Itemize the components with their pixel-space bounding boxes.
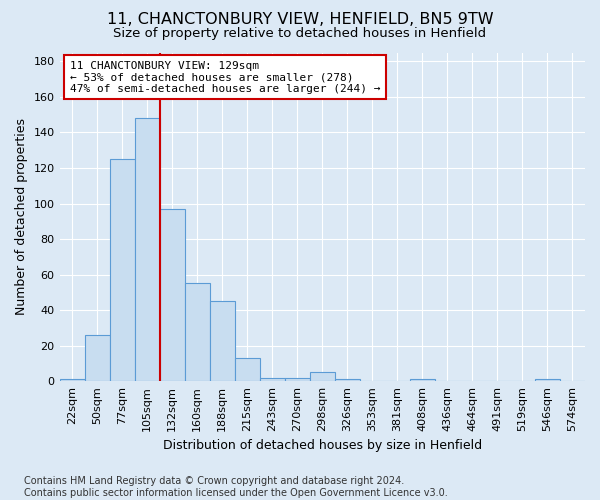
Bar: [335, 380, 360, 381]
Text: 11, CHANCTONBURY VIEW, HENFIELD, BN5 9TW: 11, CHANCTONBURY VIEW, HENFIELD, BN5 9TW: [107, 12, 493, 28]
X-axis label: Distribution of detached houses by size in Henfield: Distribution of detached houses by size …: [163, 440, 482, 452]
Bar: [160, 209, 185, 381]
Bar: [535, 380, 560, 381]
Bar: [59, 380, 85, 381]
Bar: [285, 378, 310, 381]
Y-axis label: Number of detached properties: Number of detached properties: [15, 118, 28, 316]
Bar: [209, 301, 235, 381]
Text: Contains HM Land Registry data © Crown copyright and database right 2024.
Contai: Contains HM Land Registry data © Crown c…: [24, 476, 448, 498]
Bar: [134, 118, 160, 381]
Bar: [310, 372, 335, 381]
Text: Size of property relative to detached houses in Henfield: Size of property relative to detached ho…: [113, 28, 487, 40]
Bar: [410, 380, 435, 381]
Bar: [235, 358, 260, 381]
Bar: [110, 159, 134, 381]
Bar: [260, 378, 285, 381]
Text: 11 CHANCTONBURY VIEW: 129sqm
← 53% of detached houses are smaller (278)
47% of s: 11 CHANCTONBURY VIEW: 129sqm ← 53% of de…: [70, 60, 380, 94]
Bar: [185, 284, 209, 381]
Bar: [85, 335, 110, 381]
